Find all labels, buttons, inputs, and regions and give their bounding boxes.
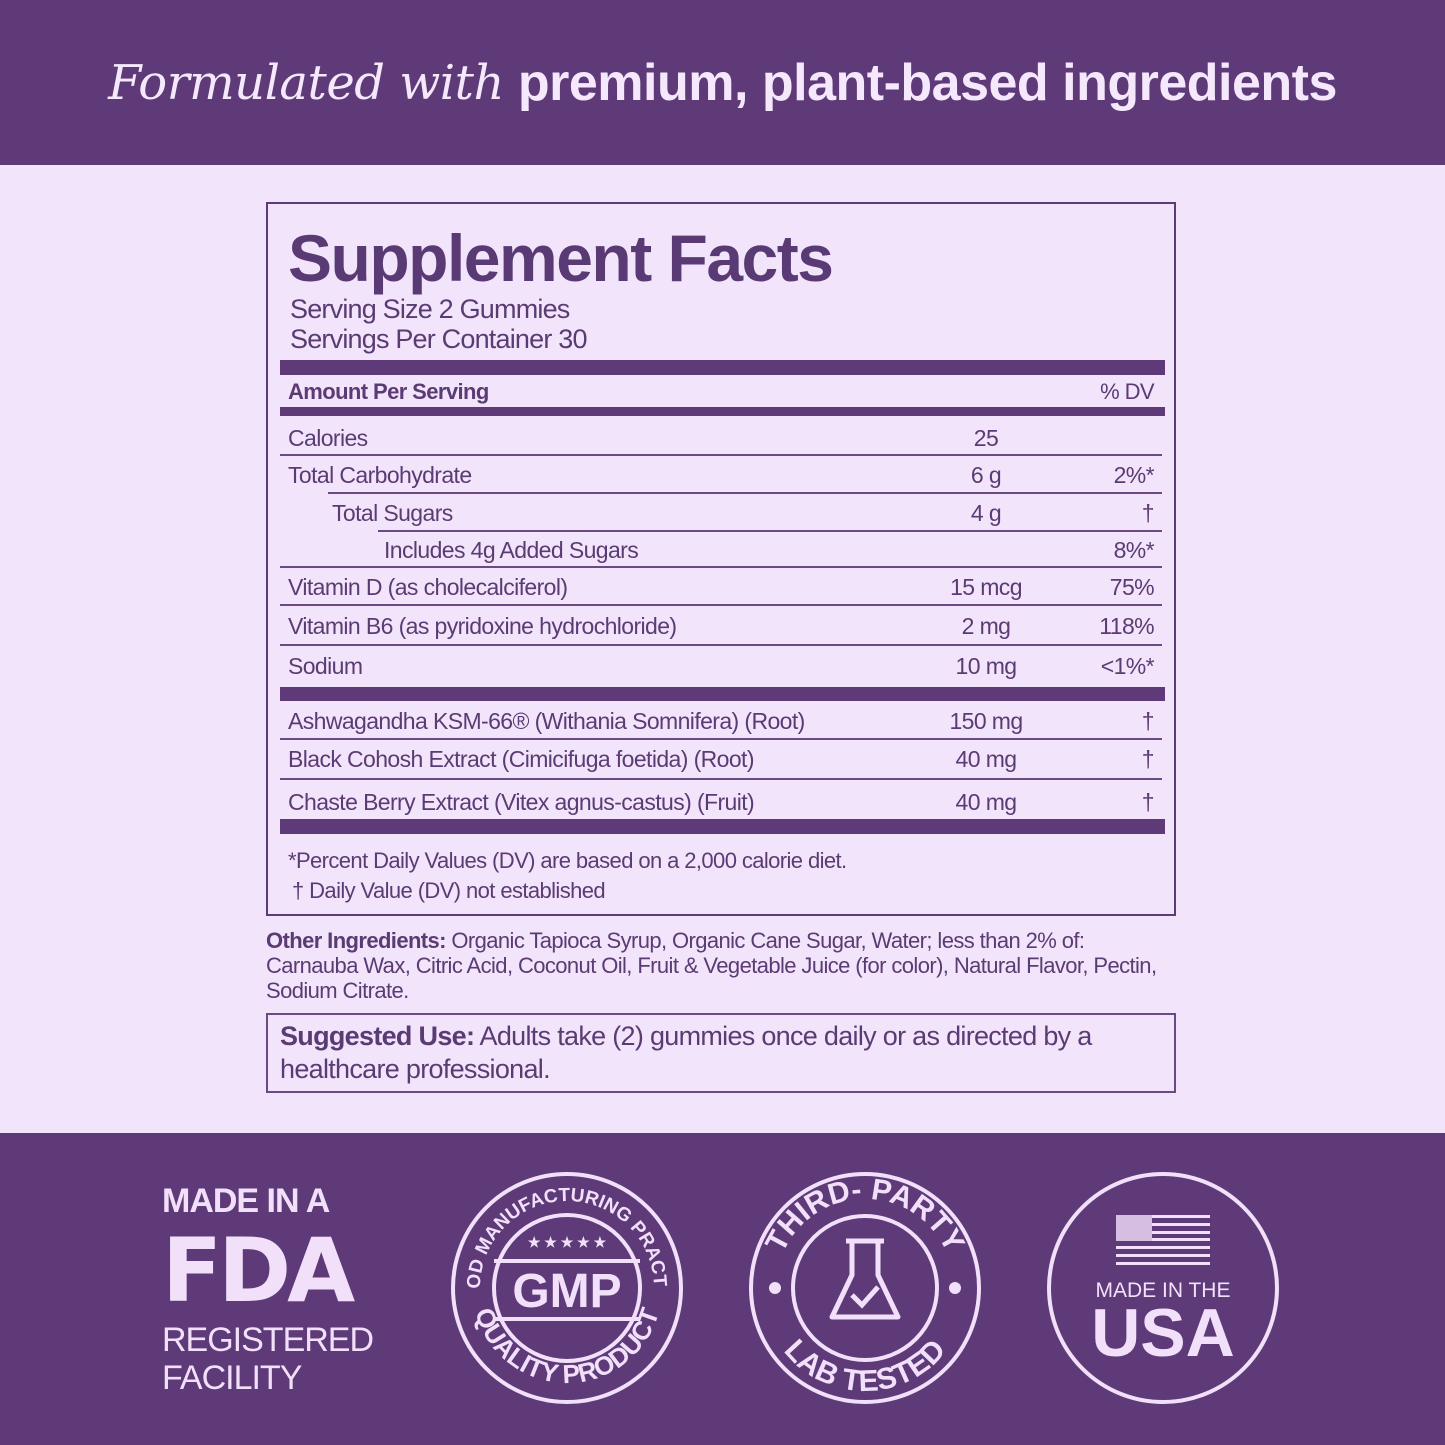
stars-icon: ★ ★ ★ ★ ★ (528, 1234, 607, 1250)
fda-badge: MADE IN A FDA REGISTERED FACILITY (162, 1181, 422, 1397)
other-ingredients-text: Organic Tapioca Syrup, Organic Cane Suga… (266, 928, 1157, 1003)
divider-thick (280, 407, 1165, 416)
nutrient-dv: 118% (1099, 613, 1154, 639)
nutrient-amount: 6 g (970, 462, 1002, 488)
nutrient-name: Includes 4g Added Sugars (384, 537, 639, 563)
ingredient-name: Chaste Berry Extract (Vitex agnus-castus… (288, 789, 755, 815)
suggested-use: Suggested Use: Adults take (2) gummies o… (266, 1013, 1176, 1093)
divider-thick (280, 360, 1165, 375)
serving-size: Serving Size 2 Gummies (290, 294, 570, 324)
nutrient-amount: 25 (973, 425, 999, 451)
fda-logo-icon: FDA (162, 1219, 355, 1322)
ingredient-dv: † (1141, 746, 1155, 772)
table-row: Total Carbohydrate 6 g 2%* (288, 460, 1155, 490)
nutrient-dv: 75% (1109, 574, 1155, 600)
badges-footer: MADE IN A FDA REGISTERED FACILITY GOOD M… (0, 1133, 1445, 1445)
lab-bottom-text: LAB TESTED (778, 1333, 952, 1398)
suggested-use-text: Adults take (2) gummies once daily or as… (280, 1021, 1092, 1084)
table-row: Vitamin D (as cholecalciferol) 15 mcg 75% (288, 572, 1155, 602)
divider-thick (280, 819, 1165, 834)
checkmark-icon (850, 1285, 880, 1309)
ingredient-name: Ashwagandha KSM-66® (Withania Somnifera)… (288, 708, 805, 734)
lab-tested-badge-icon: THIRD- PARTY LAB TESTED (749, 1172, 981, 1404)
servings-per-container: Servings Per Container 30 (290, 324, 587, 354)
nutrient-dv: 8%* (1113, 537, 1155, 563)
nutrient-name: Sodium (288, 653, 363, 679)
other-ingredients-label: Other Ingredients: (266, 928, 446, 953)
divider (280, 566, 1162, 568)
divider (280, 778, 1162, 780)
nutrient-dv: 2%* (1113, 462, 1155, 488)
ingredient-dv: † (1141, 708, 1155, 734)
gmp-badge-icon: GOOD MANUFACTURING PRACTICE QUALITY PROD… (450, 1171, 683, 1404)
nutrient-amount: 10 mg (955, 653, 1018, 679)
nutrient-name: Total Sugars (332, 500, 453, 526)
gmp-center-text: GMP (512, 1265, 621, 1318)
table-row: Black Cohosh Extract (Cimicifuga foetida… (288, 744, 1155, 774)
fda-top: MADE IN A (162, 1182, 330, 1220)
fda-line2: FACILITY (162, 1359, 302, 1397)
banner-italic: Formulated with (108, 54, 504, 111)
ingredient-amount: 150 mg (949, 708, 1023, 734)
table-row: Calories 25 (288, 423, 1154, 453)
table-row: Sodium 10 mg <1%* (288, 651, 1155, 681)
other-ingredients: Other Ingredients: Organic Tapioca Syrup… (266, 928, 1176, 1003)
supplement-facts-panel: Supplement Facts Serving Size 2 Gummies … (266, 202, 1176, 916)
nutrient-name: Vitamin D (as cholecalciferol) (288, 574, 568, 600)
header-banner: Formulated with premium, plant-based ing… (0, 0, 1445, 165)
nutrient-amount: 15 mcg (950, 574, 1022, 600)
divider (328, 492, 1162, 494)
flask-icon (829, 1238, 901, 1320)
ingredient-amount: 40 mg (955, 746, 1018, 772)
svg-text:LAB TESTED: LAB TESTED (778, 1333, 952, 1398)
made-in-usa-badge-icon: MADE IN THE USA (1047, 1172, 1279, 1404)
usa-line1: MADE IN THE (1096, 1279, 1231, 1302)
nutrient-amount: 4 g (970, 500, 1002, 526)
ingredient-dv: † (1141, 789, 1155, 815)
us-flag-icon (1116, 1215, 1210, 1265)
table-row: Ashwagandha KSM-66® (Withania Somnifera)… (288, 706, 1155, 736)
divider (280, 738, 1162, 740)
suggested-use-label: Suggested Use: (280, 1021, 475, 1051)
usa-line2: USA (1091, 1295, 1235, 1371)
nutrient-name: Calories (288, 425, 368, 451)
footnote-dagger: † Daily Value (DV) not established (292, 878, 606, 903)
footnote-dv: *Percent Daily Values (DV) are based on … (288, 848, 847, 873)
nutrient-name: Vitamin B6 (as pyridoxine hydrochloride) (288, 613, 677, 639)
nutrient-dv: <1%* (1100, 653, 1155, 679)
divider (280, 604, 1162, 606)
facts-title: Supplement Facts (288, 221, 834, 295)
table-row: Total Sugars 4 g † (288, 498, 1155, 528)
divider-thick (280, 687, 1165, 701)
ingredient-amount: 40 mg (955, 789, 1018, 815)
banner-bold: premium, plant-based ingredients (517, 53, 1338, 112)
nutrient-name: Total Carbohydrate (288, 462, 472, 488)
table-row: Chaste Berry Extract (Vitex agnus-castus… (288, 787, 1155, 817)
ingredients-and-use: Other Ingredients: Organic Tapioca Syrup… (266, 928, 1176, 1093)
divider (378, 530, 1162, 532)
nutrient-amount: 2 mg (961, 613, 1011, 639)
divider (280, 644, 1162, 646)
nutrient-dv: † (1141, 500, 1155, 526)
dv-header: % DV (1100, 379, 1154, 404)
table-row: Includes 4g Added Sugars 8%* (288, 535, 1155, 565)
divider (280, 454, 1162, 456)
table-row: Vitamin B6 (as pyridoxine hydrochloride)… (288, 611, 1155, 641)
fda-line1: REGISTERED (162, 1321, 374, 1359)
amount-header: Amount Per Serving (288, 379, 489, 404)
ingredient-name: Black Cohosh Extract (Cimicifuga foetida… (288, 746, 754, 772)
amount-header-row: Amount Per Serving % DV (288, 377, 1155, 407)
